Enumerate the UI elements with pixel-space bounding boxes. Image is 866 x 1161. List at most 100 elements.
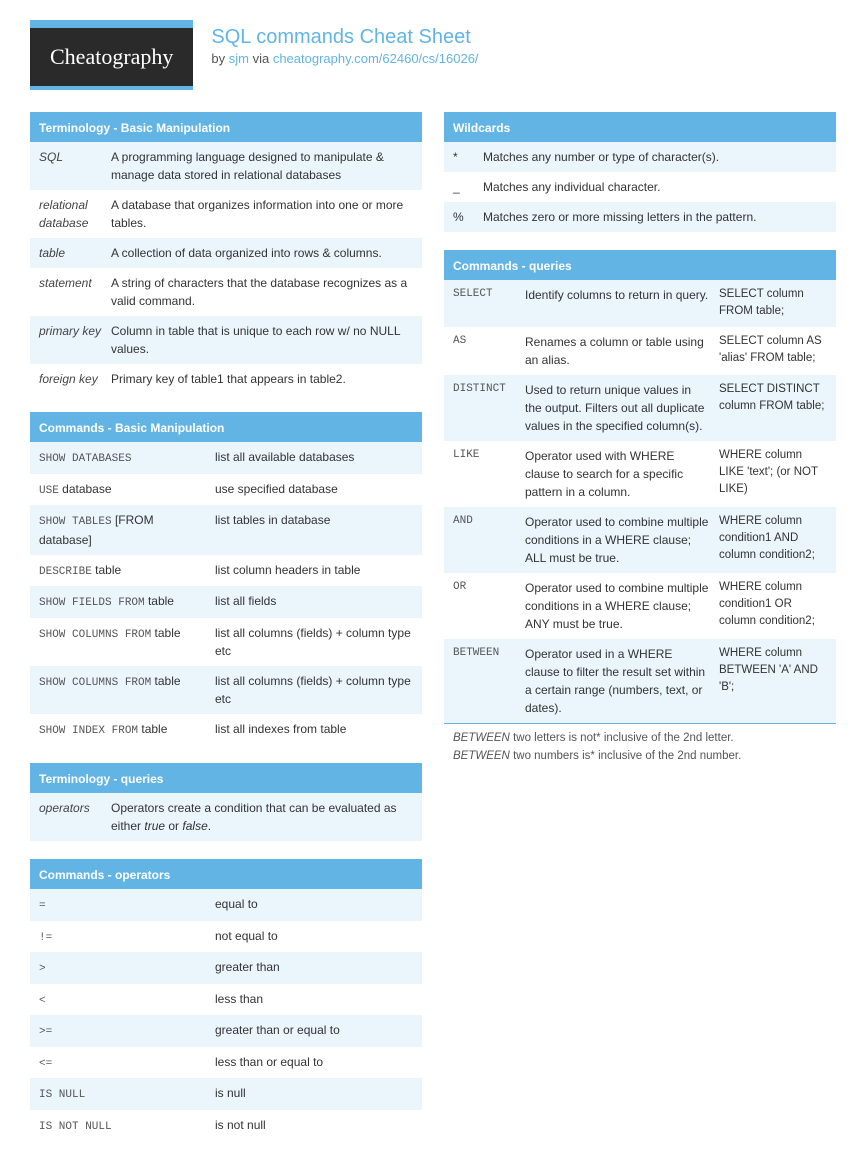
byline: by sjm via cheatography.com/62460/cs/160… bbox=[211, 51, 478, 66]
command-cell: SHOW DATABASES bbox=[39, 448, 205, 468]
command-cell: AND bbox=[453, 513, 515, 567]
table-row: >=greater than or equal to bbox=[30, 1015, 422, 1047]
desc-cell: Renames a column or table using an alias… bbox=[525, 333, 709, 369]
desc-cell: A database that organizes information in… bbox=[111, 196, 413, 232]
desc-cell: Operator used with WHERE clause to searc… bbox=[525, 447, 709, 501]
desc-cell: Identify columns to return in query. bbox=[525, 286, 709, 321]
panel-body: opera­tors Operators create a condition t… bbox=[30, 793, 422, 841]
command-code: IS NULL bbox=[39, 1089, 85, 1101]
desc-cell: greater than bbox=[215, 958, 413, 978]
desc-cell: equal to bbox=[215, 895, 413, 915]
command-cell: SHOW COLUMNS FROM table bbox=[39, 672, 205, 708]
note-em: BETWEEN bbox=[453, 750, 510, 762]
panel: Commands - Basic Manipulation SHOW DATABA… bbox=[30, 412, 422, 745]
table-row: = equal to bbox=[30, 889, 422, 921]
table-row: > greater than bbox=[30, 952, 422, 984]
command-cell: <= bbox=[39, 1053, 205, 1073]
table-row: %Matches zero or more missing letters in… bbox=[444, 202, 836, 232]
panel-header: Commands - queries bbox=[444, 252, 836, 280]
page-header: Cheatography SQL commands Cheat Sheet by… bbox=[30, 20, 836, 90]
table-row: <less than bbox=[30, 984, 422, 1016]
term-cell: primary key bbox=[39, 322, 101, 358]
note-rest: two letters is not* inclusive of the 2nd… bbox=[510, 732, 734, 744]
panel-header: Wildcards bbox=[444, 114, 836, 142]
command-code: DESCRIBE bbox=[39, 566, 92, 578]
table-row: IS NOT NULLis not null bbox=[30, 1110, 422, 1142]
desc-cell: Column in table that is unique to each r… bbox=[111, 322, 413, 358]
panel-header: Commands - operators bbox=[30, 861, 422, 889]
desc-cell: Matches any individual character. bbox=[483, 178, 827, 196]
example-cell: WHERE column condition1 OR column condit… bbox=[719, 579, 827, 633]
term-cell: opera­tors bbox=[39, 799, 101, 835]
panel-header: Commands - Basic Manipulation bbox=[30, 414, 422, 442]
command-code: = bbox=[39, 900, 46, 912]
table-row: SHOW FIELDS FROM tablelist all fields bbox=[30, 586, 422, 618]
table-row: primary key Column in table that is uniqu… bbox=[30, 316, 422, 364]
desc-cell: Operator used to combine multiple condit… bbox=[525, 579, 709, 633]
author-link[interactable]: sjm bbox=[229, 51, 249, 66]
command-code: != bbox=[39, 932, 52, 944]
note-em: BETWEEN bbox=[453, 732, 510, 744]
command-code: >= bbox=[39, 1026, 52, 1038]
note-line: BETWEEN two letters is not* inclusive of… bbox=[453, 729, 827, 747]
table-row: DESCRIBE tablelist column headers in tab… bbox=[30, 555, 422, 587]
command-cell: DESCRIBE table bbox=[39, 561, 205, 581]
command-suffix: table bbox=[92, 563, 121, 577]
desc-cell: list all columns (fields) + column type … bbox=[215, 672, 413, 708]
term-cell: statement bbox=[39, 274, 101, 310]
example-cell: WHERE column BETWEEN 'A' AND 'B'; bbox=[719, 645, 827, 717]
table-row: SHOW INDEX FROM table list all indexes fr… bbox=[30, 714, 422, 746]
table-row: IS NULLis null bbox=[30, 1078, 422, 1110]
symbol-cell: % bbox=[453, 208, 473, 226]
table-row: tableA collection of data organized into… bbox=[30, 238, 422, 268]
desc-cell: less than or equal to bbox=[215, 1053, 413, 1073]
command-cell: IS NOT NULL bbox=[39, 1116, 205, 1136]
desc-cell: Used to return unique values in the outp… bbox=[525, 381, 709, 435]
command-cell: SHOW TABLES [FROM database] bbox=[39, 511, 205, 549]
command-cell: < bbox=[39, 990, 205, 1010]
command-cell: > bbox=[39, 958, 205, 978]
command-cell: SHOW INDEX FROM table bbox=[39, 720, 205, 740]
command-cell: DISTINCT bbox=[453, 381, 515, 435]
desc-cell: Operators create a condition that can be… bbox=[111, 799, 413, 835]
table-row: USE databaseuse specified database bbox=[30, 474, 422, 506]
table-row: SELECTIdentify columns to return in quer… bbox=[444, 280, 836, 327]
example-cell: SELECT column FROM table; bbox=[719, 286, 827, 321]
command-code: <= bbox=[39, 1058, 52, 1070]
command-cell: SHOW FIELDS FROM table bbox=[39, 592, 205, 612]
command-code: USE bbox=[39, 485, 59, 497]
panel-body: SELECTIdentify columns to return in quer… bbox=[444, 280, 836, 723]
table-row: !=not equal to bbox=[30, 921, 422, 953]
desc-cell: list all indexes from table bbox=[215, 720, 413, 740]
symbol-cell: _ bbox=[453, 178, 473, 196]
desc-cell: use specified database bbox=[215, 480, 413, 500]
command-code: SHOW TABLES bbox=[39, 516, 112, 528]
panel: Commands - queriesSELECTIdentify columns… bbox=[444, 250, 836, 770]
panel-header: Terminology - queries bbox=[30, 765, 422, 793]
panel: Wildcards * Matches any number or type of … bbox=[444, 112, 836, 232]
desc-cell: A collection of data organized into rows… bbox=[111, 244, 413, 262]
desc-cell: list all columns (fields) + column type … bbox=[215, 624, 413, 660]
desc-cell: Matches any number or type of charac­ter… bbox=[483, 148, 827, 166]
command-cell: BETWEEN bbox=[453, 645, 515, 717]
site-logo: Cheatography bbox=[30, 20, 193, 90]
via-text: via bbox=[249, 51, 273, 66]
table-row: statement A string of characters that the… bbox=[30, 268, 422, 316]
command-cell: = bbox=[39, 895, 205, 915]
source-link[interactable]: cheatography.com/62460/cs/16026/ bbox=[273, 51, 479, 66]
term-cell: relational database bbox=[39, 196, 101, 232]
table-row: foreign keyPrimary key of table1 that ap… bbox=[30, 364, 422, 394]
example-cell: WHERE column condition1 AND column condi… bbox=[719, 513, 827, 567]
command-cell: IS NULL bbox=[39, 1084, 205, 1104]
desc-cell: A string of characters that the database… bbox=[111, 274, 413, 310]
desc-cell: Operator used in a WHERE clause to filte… bbox=[525, 645, 709, 717]
table-row: * Matches any number or type of charac­te… bbox=[444, 142, 836, 172]
symbol-cell: * bbox=[453, 148, 473, 166]
table-row: SHOW TABLES [FROM database] list tables i… bbox=[30, 505, 422, 555]
desc-cell: list tables in database bbox=[215, 511, 413, 549]
command-code: SHOW COLUMNS FROM bbox=[39, 629, 151, 641]
table-row: ASRenames a column or table using an ali… bbox=[444, 327, 836, 375]
note-rest: two numbers is* inclusive of the 2nd num… bbox=[510, 750, 741, 762]
table-row: <= less than or equal to bbox=[30, 1047, 422, 1079]
desc-cell: Operator used to combine multiple condit… bbox=[525, 513, 709, 567]
